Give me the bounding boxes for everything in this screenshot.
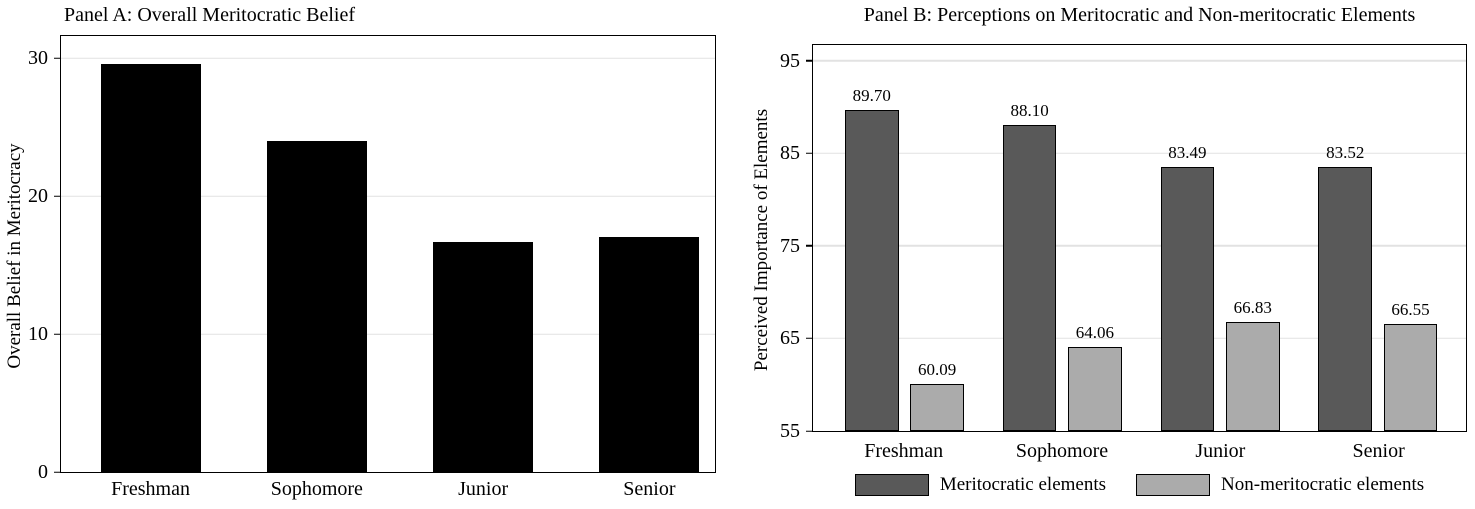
y-tick-label-30: 30 [28, 47, 48, 70]
value-label-meritocratic-elements-senior: 83.52 [1326, 143, 1365, 163]
gridline-20 [61, 195, 715, 197]
bar-overall-belief-junior [432, 241, 533, 472]
y-tick-label-95: 95 [780, 49, 800, 72]
panel-b-title: Panel B: Perceptions on Meritocratic and… [863, 4, 1416, 26]
panel-a-title: Panel A: Overall Meritocratic Belief [64, 4, 356, 26]
bar-non-meritocratic-elements-sophomore [1067, 347, 1122, 431]
value-label-non-meritocratic-elements-senior: 66.55 [1391, 300, 1430, 320]
y-tick-label-10: 10 [28, 323, 48, 346]
gridline-65 [813, 337, 1466, 340]
y-tick-mark-85 [806, 152, 813, 155]
legend-label-meritocratic: Meritocratic elements [939, 474, 1107, 495]
x-label-freshman: Freshman [864, 440, 944, 462]
panel-b: Panel B: Perceptions on Meritocratic and… [740, 0, 1475, 509]
value-label-non-meritocratic-elements-freshman: 60.09 [917, 359, 957, 379]
y-tick-label-0: 0 [38, 461, 48, 483]
value-label-meritocratic-elements-junior: 83.49 [1168, 143, 1207, 163]
bar-meritocratic-elements-sophomore [1002, 124, 1057, 431]
bar-overall-belief-sophomore [267, 140, 368, 472]
panel-b-plot-area: 55 65 75 85 95 89.70 60.09 88.10 64.06 83.49 66.83… [780, 44, 1467, 441]
y-tick-label-55: 55 [780, 420, 800, 442]
x-label-freshman: Freshman [111, 478, 190, 500]
panel-a-plot-area: 0 10 20 30 [28, 35, 716, 482]
x-label-senior: Senior [623, 478, 676, 500]
bar-non-meritocratic-elements-freshman [910, 383, 964, 431]
y-tick-mark-55 [806, 430, 813, 432]
y-tick-mark-0 [54, 471, 61, 473]
y-tick-label-20: 20 [28, 185, 48, 208]
y-tick-mark-20 [54, 195, 61, 197]
y-tick-mark-30 [54, 57, 61, 59]
gridline-75 [813, 245, 1466, 247]
bar-overall-belief-senior [598, 237, 699, 472]
legend-swatch-non-meritocratic [1136, 474, 1211, 496]
y-tick-label-85: 85 [780, 142, 800, 165]
gridline-10 [61, 333, 715, 335]
panel-a: Panel A: Overall Meritocratic Belief Ove… [4, 4, 716, 504]
value-label-non-meritocratic-elements-junior: 66.83 [1233, 297, 1272, 317]
panel-b-x-axis-labels: Freshman Sophomore Junior Senior [812, 440, 1467, 466]
bar-meritocratic-elements-freshman [844, 109, 899, 431]
legend-label-non-meritocratic: Non-meritocratic elements [1221, 474, 1425, 495]
x-label-junior: Junior [1195, 440, 1246, 462]
gridline-95 [813, 60, 1466, 62]
legend-swatch-meritocratic [854, 474, 929, 496]
gridline-85 [813, 152, 1466, 155]
legend-entry-non-meritocratic: Non-meritocratic elements [1136, 474, 1424, 496]
y-tick-label-75: 75 [780, 234, 800, 257]
y-tick-mark-65 [806, 337, 813, 340]
legend-entry-meritocratic: Meritocratic elements [854, 474, 1107, 496]
y-tick-mark-75 [806, 245, 813, 247]
bar-meritocratic-elements-senior [1318, 167, 1373, 431]
y-tick-mark-10 [54, 333, 61, 335]
value-label-meritocratic-elements-sophomore: 88.10 [1010, 100, 1049, 120]
bar-non-meritocratic-elements-senior [1383, 324, 1438, 431]
panel-b-y-axis-label: Perceived Importance of Elements [751, 108, 772, 372]
y-tick-label-65: 65 [780, 327, 800, 350]
panel-a-x-axis-labels: Freshman Sophomore Junior Senior [60, 478, 716, 504]
x-label-senior: Senior [1352, 440, 1405, 462]
bar-non-meritocratic-elements-junior [1225, 321, 1280, 431]
x-label-junior: Junior [458, 478, 509, 500]
y-tick-mark-95 [806, 60, 813, 62]
panel-a-y-axis-label: Overall Belief in Meritocracy [4, 143, 25, 369]
gridline-30 [61, 57, 715, 59]
x-label-sophomore: Sophomore [1015, 440, 1109, 462]
value-label-non-meritocratic-elements-sophomore: 64.06 [1075, 323, 1115, 343]
bar-meritocratic-elements-junior [1160, 167, 1215, 431]
value-label-meritocratic-elements-freshman: 89.70 [852, 85, 891, 105]
bar-overall-belief-freshman [101, 63, 202, 472]
panel-b-legend: Meritocratic elements Non-meritocratic e… [812, 474, 1467, 496]
x-label-sophomore: Sophomore [270, 478, 363, 500]
